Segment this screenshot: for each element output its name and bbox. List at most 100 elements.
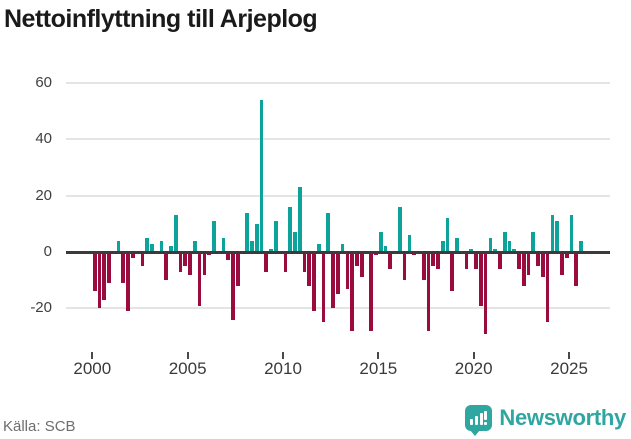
bar [221,237,226,252]
bar [483,252,488,334]
bar [431,252,436,267]
bar [150,243,154,252]
bar [498,252,502,269]
x-axis-label: 2010 [264,359,302,378]
bar [526,252,531,275]
bar [274,221,278,252]
bar [326,212,331,252]
bar [254,223,259,252]
bar [502,232,507,252]
bar [340,243,345,252]
bar [369,252,374,331]
bar [164,252,169,281]
bar [512,249,517,252]
bar [269,249,273,252]
bar [521,252,526,286]
bar [202,252,207,275]
bar [464,252,469,269]
bar [474,252,478,269]
bar [455,237,459,252]
bar [197,252,202,306]
bar [536,252,540,267]
badge-tail [470,430,481,436]
bar [102,252,107,300]
bar [421,252,426,281]
x-axis-label: 2020 [454,359,493,378]
bar [517,252,521,269]
bar [550,215,555,252]
bar [145,237,149,252]
bar [288,207,293,252]
bar [283,252,288,272]
gridline [66,82,610,84]
bar [126,252,130,312]
zero-axis-line [66,251,610,254]
bar [192,240,197,252]
x-axis-label: 2005 [168,359,207,378]
chart-title: Nettoinflyttning till Arjeplog [4,5,318,33]
bar [397,207,402,252]
bar [250,240,254,252]
y-axis-label: 40 [35,130,52,147]
gridline [66,307,610,309]
bar [140,252,145,267]
bar [345,252,350,289]
bar [235,252,240,286]
bar [479,252,483,306]
y-axis-label: -20 [30,299,52,316]
bar [312,252,316,312]
bar [574,252,579,286]
bar [116,240,121,252]
bar [183,252,188,267]
newsworthy-badge-icon [465,405,493,436]
bar [579,240,583,252]
bar [359,252,364,278]
bar [173,215,178,252]
x-axis-tick [377,352,380,359]
bar [226,252,231,261]
bar [488,237,493,252]
bar [407,235,412,252]
bar [469,249,474,252]
bar [350,252,354,331]
bar [297,187,302,252]
bar [159,240,164,252]
brand-name: Newsworthy [499,405,626,430]
bar [560,252,564,275]
bar [121,252,126,283]
bar [450,252,455,292]
x-axis-label: 2000 [73,359,112,378]
bar [493,249,498,252]
bar [178,252,183,272]
exclamation-icon [484,411,488,420]
bar [169,246,173,252]
bar [259,100,264,252]
bar [378,232,383,252]
x-axis-label: 2015 [359,359,398,378]
y-axis-label: 0 [43,243,52,260]
bar [92,252,97,292]
gridline [66,195,610,197]
bar [212,221,216,252]
x-axis-tick [472,352,475,359]
x-axis-tick [186,352,189,359]
x-axis-label: 2025 [550,359,588,378]
bar [188,252,192,275]
x-axis-tick [568,352,571,359]
x-axis-tick [282,352,284,359]
bar [383,246,388,252]
source-label: Källa: SCB [3,418,76,435]
brand-logo: Newsworthy [465,405,626,436]
bar [402,252,407,281]
bar [388,252,393,269]
bar [355,252,359,267]
bar [331,252,335,309]
bar [445,218,450,252]
bar [440,240,445,252]
y-axis-label: 20 [35,187,52,204]
bar [540,252,545,278]
bar [245,212,250,252]
bar [307,252,312,286]
